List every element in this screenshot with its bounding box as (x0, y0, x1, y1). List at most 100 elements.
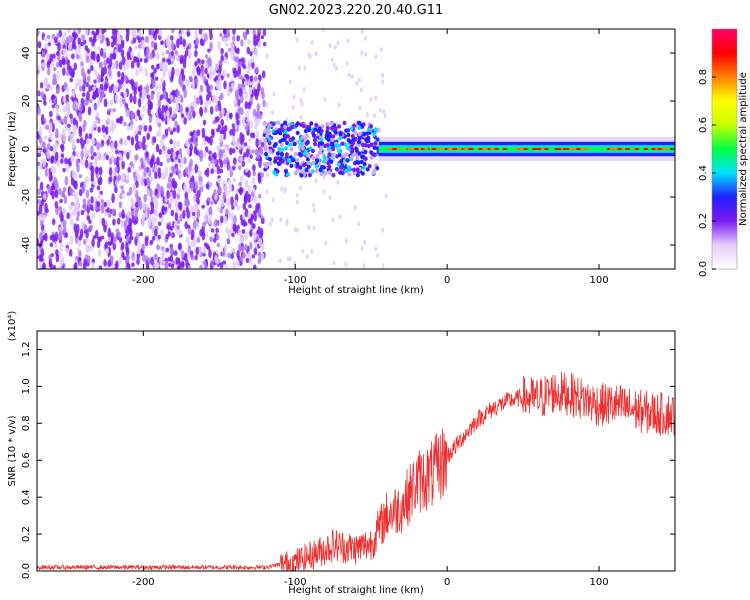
faint-blob (384, 193, 388, 199)
noise-blob (220, 215, 224, 224)
noise-blob (223, 243, 228, 252)
noise-blob (199, 229, 203, 237)
noise-blob (246, 68, 250, 75)
snr-marks (37, 371, 675, 571)
noise-blob (121, 174, 125, 183)
transition-blob (344, 168, 349, 174)
noise-blob (46, 67, 51, 76)
noise-blob (220, 118, 225, 127)
noise-blob (180, 113, 185, 118)
noise-blob (231, 133, 236, 144)
noise-blob (42, 158, 46, 168)
noise-blob (62, 44, 66, 50)
noise-blob (78, 174, 83, 179)
noise-blob (256, 108, 260, 119)
noise-blob (208, 206, 213, 216)
noise-blob (172, 127, 177, 133)
noise-blob (54, 151, 59, 162)
noise-blob (185, 106, 189, 113)
faint-blob (272, 91, 276, 97)
transition-blob (316, 128, 321, 134)
noise-blob (126, 235, 130, 242)
colorbar-label: Normalized spectral amplitude (738, 72, 749, 226)
noise-blob (208, 150, 212, 155)
noise-blob (80, 61, 84, 67)
noise-blob (92, 50, 96, 60)
noise-blob (166, 189, 170, 199)
noise-blob (226, 198, 230, 208)
transition-blob (305, 157, 310, 162)
transition-blob (369, 155, 374, 160)
noise-blob (178, 262, 182, 269)
noise-blob (97, 248, 102, 258)
noise-blob (58, 251, 62, 257)
noise-blob (107, 199, 111, 208)
transition-blob (354, 148, 359, 153)
noise-blob (114, 84, 119, 94)
noise-blob (103, 47, 107, 53)
noise-blob (187, 226, 192, 236)
noise-blob (224, 250, 228, 258)
noise-blob (189, 131, 193, 137)
transition-blob (355, 167, 360, 172)
faint-blob (344, 238, 348, 244)
noise-blob (108, 85, 113, 94)
noise-blob (232, 157, 237, 165)
noise-blob (223, 124, 228, 132)
faint-blob (322, 189, 326, 195)
signal-peak (657, 148, 663, 150)
faint-blob (382, 108, 386, 114)
noise-blob (76, 54, 80, 60)
noise-blob (166, 97, 170, 103)
noise-blob (66, 212, 70, 220)
noise-blob (182, 59, 187, 69)
noise-blob (90, 125, 94, 134)
noise-blob (238, 181, 242, 187)
noise-blob (247, 251, 251, 259)
noise-blob (175, 207, 179, 213)
noise-blob (114, 94, 119, 103)
signal-peak (419, 148, 425, 150)
noise-blob (39, 181, 44, 191)
noise-blob (45, 83, 50, 90)
noise-blob (83, 98, 88, 107)
noise-blob (80, 209, 85, 216)
noise-blob (90, 155, 94, 160)
noise-blob (187, 244, 192, 254)
transition-blob (360, 171, 365, 176)
noise-blob (121, 193, 125, 200)
noise-blob (58, 59, 63, 68)
noise-blob (62, 219, 67, 229)
noise-blob (251, 132, 256, 139)
faint-blob (296, 199, 299, 205)
noise-blob (44, 232, 48, 242)
transition-blob (339, 158, 344, 164)
noise-blob (194, 254, 198, 261)
faint-blob (335, 66, 338, 71)
noise-blob (65, 36, 70, 46)
noise-blob (262, 41, 267, 47)
noise-blob (60, 144, 65, 153)
faint-blob (372, 113, 376, 119)
transition-blob (283, 120, 288, 125)
transition-blob (351, 140, 356, 146)
transition-blob (313, 141, 317, 147)
noise-blob (228, 113, 233, 118)
noise-blob (157, 171, 162, 179)
noise-blob (195, 37, 199, 46)
transition-blob (349, 154, 354, 159)
transition-blob (305, 140, 310, 145)
noise-blob (192, 110, 196, 119)
transition-blob (284, 146, 288, 151)
noise-blob (233, 67, 237, 75)
noise-blob (39, 219, 44, 227)
noise-blob (130, 78, 135, 87)
noise-blob (122, 65, 127, 71)
transition-blob (337, 152, 342, 158)
noise-blob (206, 83, 210, 94)
noise-blob (167, 126, 171, 132)
transition-blob (295, 121, 300, 126)
noise-blob (208, 70, 212, 75)
noise-blob (133, 94, 137, 105)
noise-blob (228, 210, 232, 219)
